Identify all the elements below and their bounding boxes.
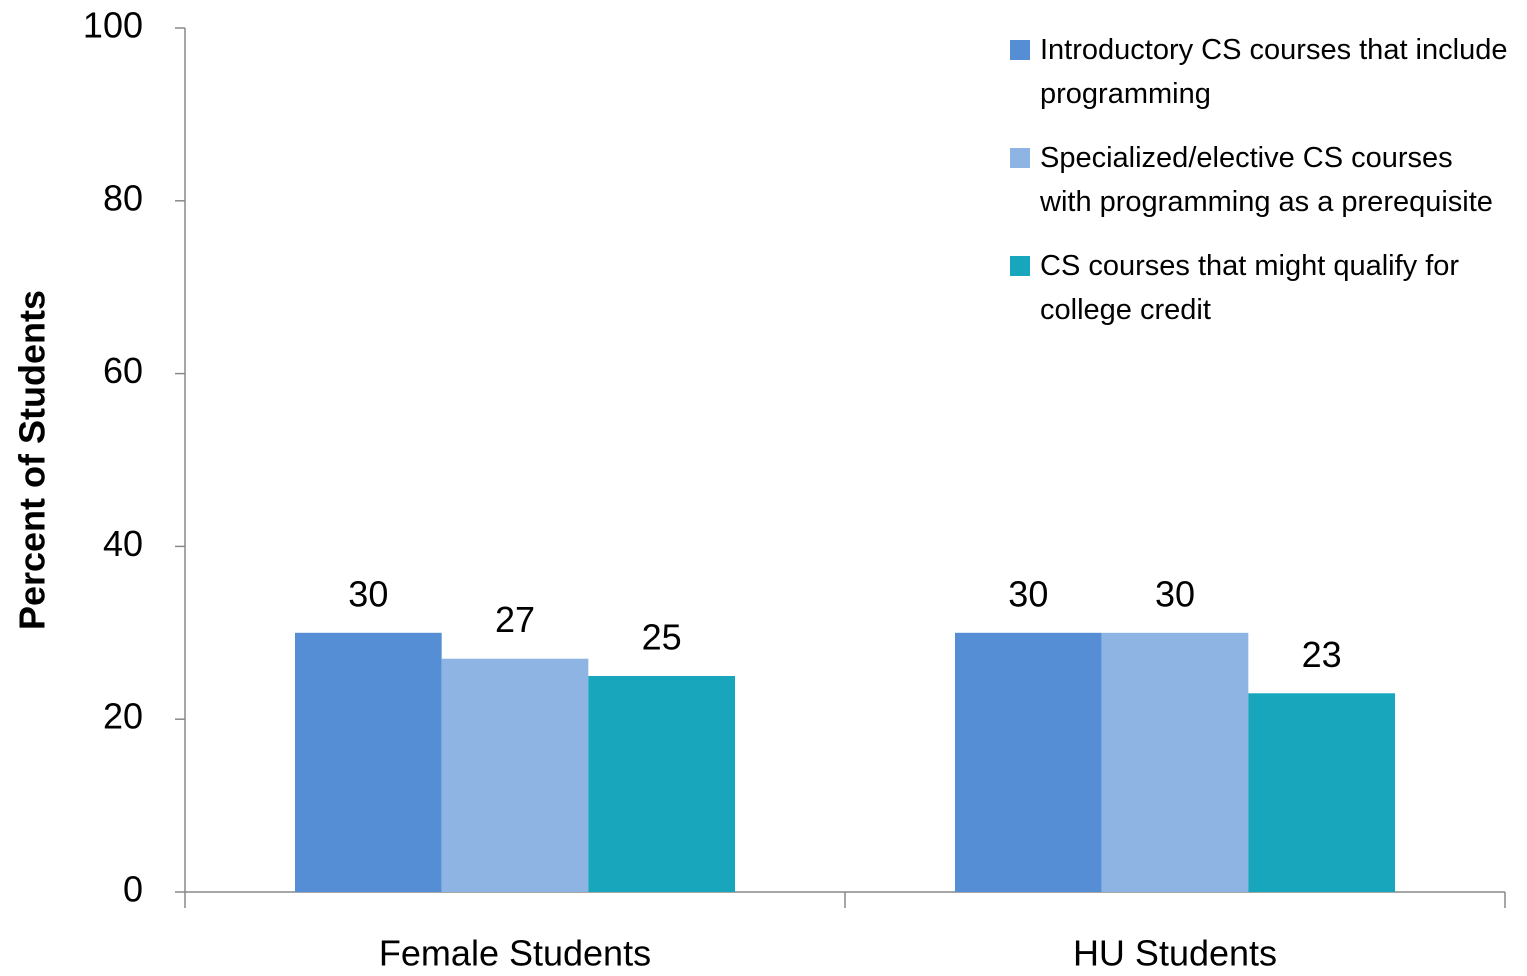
data-label: 25 [642,617,682,658]
data-label: 27 [495,599,535,640]
legend-label: CS courses that might qualify for colleg… [1040,250,1460,326]
y-tick-label: 100 [83,5,143,46]
data-label: 30 [1008,573,1048,614]
data-label: 23 [1302,634,1342,675]
legend-label: Specialized/elective CS courses with pro… [1040,142,1493,218]
bar [1248,693,1395,892]
bar [441,658,589,892]
y-axis-label: Percent of Students [12,290,53,630]
legend-item: Introductory CS courses that include pro… [1010,28,1520,116]
bar [1101,632,1249,892]
legend: Introductory CS courses that include pro… [1010,28,1520,352]
y-tick-label: 60 [103,350,143,391]
y-tick-label: 80 [103,177,143,218]
y-tick-label: 20 [103,696,143,737]
y-tick-label: 0 [123,869,143,910]
legend-swatch [1010,256,1030,276]
data-label: 30 [1155,573,1195,614]
bar [588,676,735,892]
x-tick-label: HU Students [1073,933,1277,974]
legend-item: CS courses that might qualify for colleg… [1010,244,1520,332]
legend-swatch [1010,148,1030,168]
legend-label: Introductory CS courses that include pro… [1040,34,1508,110]
legend-item: Specialized/elective CS courses with pro… [1010,136,1520,224]
x-tick-label: Female Students [379,933,651,974]
data-label: 30 [348,573,388,614]
bar [955,632,1102,892]
y-tick-label: 40 [103,523,143,564]
bar [295,632,442,892]
legend-swatch [1010,40,1030,60]
